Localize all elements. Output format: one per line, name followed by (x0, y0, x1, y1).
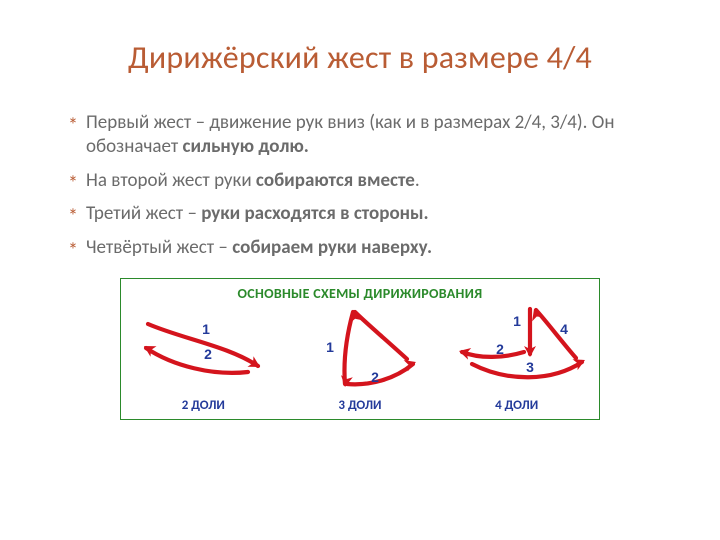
bullet-item: Четвёртый жест – собираем руки наверху. (68, 236, 670, 260)
diagram-panel: 1 2 3 ДОЛИ (285, 304, 435, 413)
diagram-title: ОСНОВНЫЕ СХЕМЫ ДИРИЖИРОВАНИЯ (125, 285, 595, 302)
svg-text:1: 1 (326, 339, 334, 355)
bullet-list: Первый жест – движение рук вниз (как и в… (68, 111, 670, 260)
slide-title: Дирижёрский жест в размере 4/4 (50, 38, 670, 77)
svg-text:3: 3 (526, 359, 534, 375)
panel-caption: 2 ДОЛИ (128, 398, 278, 413)
bullet-item: Третий жест – руки расходятся в стороны. (68, 202, 670, 226)
slide: Дирижёрский жест в размере 4/4 Первый же… (0, 0, 720, 540)
bullet-item: На второй жест руки собираются вместе. (68, 169, 670, 193)
svg-text:2: 2 (496, 341, 504, 357)
diagram-panel: 12 3 4 4 ДОЛИ (442, 304, 592, 413)
diagram-panel: 1 2 2 ДОЛИ (128, 304, 278, 413)
diagram-panels: 122 ДОЛИ123 ДОЛИ12344 ДОЛИ (125, 304, 595, 413)
svg-text:1: 1 (513, 313, 521, 329)
svg-text:4: 4 (560, 321, 568, 337)
panel-caption: 3 ДОЛИ (285, 398, 435, 413)
svg-text:2: 2 (204, 346, 212, 362)
bullet-item: Первый жест – движение рук вниз (как и в… (68, 111, 670, 159)
panel-caption: 4 ДОЛИ (442, 398, 592, 413)
svg-text:2: 2 (371, 369, 379, 385)
diagram: ОСНОВНЫЕ СХЕМЫ ДИРИЖИРОВАНИЯ 122 ДОЛИ123… (120, 278, 600, 420)
svg-text:1: 1 (202, 321, 210, 337)
